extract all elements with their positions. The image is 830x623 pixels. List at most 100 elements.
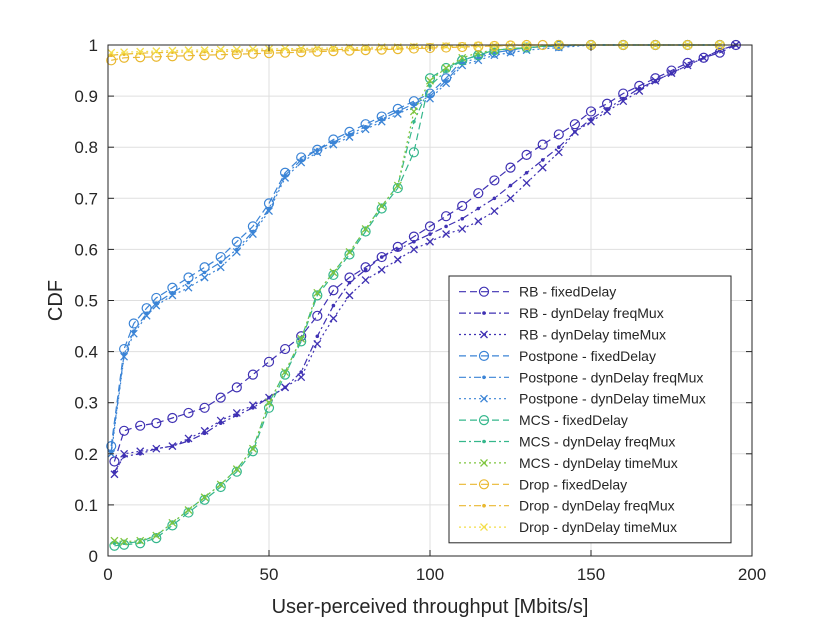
marker-stroke — [216, 480, 225, 489]
marker-stroke — [426, 94, 434, 103]
legend-marker — [480, 394, 488, 403]
data-point — [297, 334, 306, 343]
x-tick-label: 100 — [416, 565, 444, 584]
data-point — [135, 420, 146, 431]
marker-stroke — [136, 447, 145, 456]
marker-stroke — [458, 61, 467, 70]
data-point — [129, 329, 138, 338]
data-point — [231, 466, 242, 477]
data-point — [441, 211, 452, 222]
marker-stroke — [281, 44, 290, 53]
legend-entry: MCS - dynDelay timeMux — [459, 455, 678, 471]
data-point — [263, 356, 275, 367]
marker-stroke — [474, 41, 483, 50]
marker-stroke — [120, 352, 129, 361]
marker-stroke — [480, 458, 488, 467]
marker-stroke — [442, 64, 451, 72]
data-point — [360, 45, 371, 56]
marker-stroke — [442, 42, 451, 50]
data-point — [345, 247, 354, 256]
series-line — [113, 44, 737, 462]
marker-stroke — [216, 263, 225, 272]
data-point — [142, 311, 151, 320]
marker-stroke — [490, 41, 499, 50]
data-point — [297, 158, 306, 167]
legend-marker — [482, 439, 486, 444]
data-point — [232, 247, 241, 256]
data-point — [247, 446, 258, 457]
data-point — [698, 52, 709, 63]
series-line — [113, 44, 737, 473]
y-tick-label: 0.1 — [74, 496, 98, 515]
data-point — [281, 383, 290, 392]
data-point — [460, 216, 465, 221]
data-point — [361, 276, 370, 285]
marker-stroke — [313, 148, 322, 157]
data-point — [442, 64, 451, 72]
data-point — [120, 537, 129, 546]
data-point — [442, 42, 451, 50]
legend-label: MCS - dynDelay timeMux — [519, 455, 678, 471]
data-point — [136, 447, 145, 456]
data-point — [408, 147, 419, 158]
data-point — [442, 79, 451, 88]
data-point — [457, 41, 468, 53]
x-tick-label: 50 — [260, 565, 279, 584]
data-point — [569, 119, 581, 130]
legend-marker — [482, 375, 486, 380]
data-point — [184, 46, 193, 55]
data-point — [412, 239, 416, 244]
data-point — [128, 318, 139, 329]
marker-stroke — [248, 401, 257, 410]
data-point — [299, 370, 304, 374]
data-point — [247, 369, 258, 380]
marker-stroke — [587, 117, 595, 126]
data-point — [151, 418, 162, 429]
data-point — [442, 230, 451, 239]
marker-stroke — [458, 225, 467, 233]
legend-label: Postpone - dynDelay freqMux — [519, 369, 703, 385]
data-point — [360, 262, 371, 273]
data-point — [409, 42, 418, 51]
data-point — [328, 285, 339, 296]
data-point — [152, 301, 161, 310]
legend-entry: MCS - fixedDelay — [459, 412, 628, 428]
data-point — [347, 280, 352, 285]
legend-marker — [480, 458, 488, 467]
y-tick-label: 0.2 — [74, 445, 98, 464]
data-point — [183, 50, 194, 61]
data-point — [538, 163, 547, 172]
marker-stroke — [248, 230, 257, 239]
data-point — [312, 310, 323, 321]
data-point — [107, 48, 116, 57]
legend-label: Postpone - dynDelay timeMux — [519, 391, 706, 407]
marker-stroke — [313, 44, 322, 53]
data-point — [329, 314, 338, 323]
data-point — [184, 506, 193, 514]
marker-stroke — [200, 46, 209, 55]
series-line — [113, 44, 737, 475]
data-point — [428, 84, 432, 88]
data-point — [441, 62, 452, 74]
data-point — [393, 110, 402, 118]
marker-stroke — [216, 416, 225, 425]
marker-stroke — [168, 46, 177, 55]
data-point — [281, 173, 290, 182]
marker-stroke — [120, 449, 129, 458]
data-point — [183, 407, 194, 419]
legend-marker — [478, 350, 490, 361]
marker-stroke — [297, 334, 306, 343]
legend-label: RB - dynDelay timeMux — [519, 327, 666, 343]
marker-stroke — [168, 518, 177, 527]
marker-stroke — [474, 217, 483, 226]
marker-stroke — [490, 207, 499, 216]
data-point — [281, 44, 290, 53]
y-tick-label: 0.4 — [74, 343, 98, 362]
marker-stroke — [200, 493, 209, 502]
data-point — [313, 339, 322, 348]
legend-entry: Postpone - dynDelay freqMux — [459, 369, 703, 385]
data-point — [458, 61, 467, 70]
y-tick-label: 1 — [89, 36, 98, 55]
marker-stroke — [361, 125, 370, 134]
data-point — [635, 87, 644, 95]
